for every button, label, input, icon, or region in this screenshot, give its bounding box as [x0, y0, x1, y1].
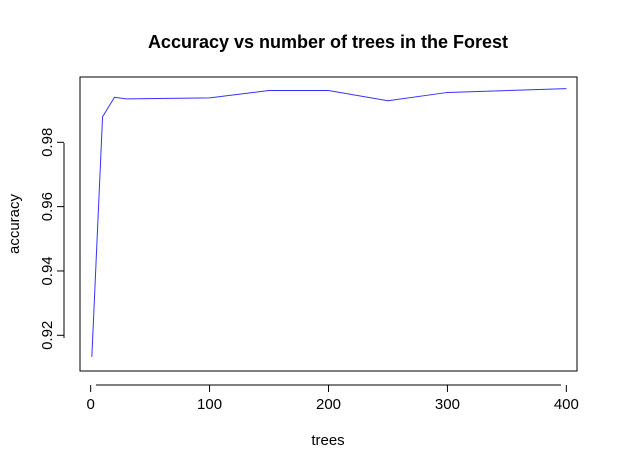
y-tick-label: 0.94 [39, 256, 56, 285]
chart-title: Accuracy vs number of trees in the Fores… [148, 32, 508, 52]
accuracy-line [91, 88, 567, 357]
y-tick-label: 0.96 [39, 192, 56, 221]
plot-area-border [79, 76, 578, 372]
x-tick-label: 100 [197, 396, 222, 413]
y-tick-label: 0.98 [39, 128, 56, 157]
x-axis-label: trees [311, 432, 344, 449]
x-tick-label: 400 [554, 396, 579, 413]
x-tick-label: 200 [316, 396, 341, 413]
y-axis-ticks: 0.92 0.94 0.96 0.98 [39, 128, 64, 350]
x-axis-ticks: 0 100 200 300 400 [86, 385, 579, 413]
x-tick-label: 300 [435, 396, 460, 413]
y-tick-label: 0.92 [39, 321, 56, 350]
series-group [91, 88, 567, 357]
x-tick-label: 0 [86, 396, 94, 413]
y-axis-label: accuracy [6, 193, 23, 254]
